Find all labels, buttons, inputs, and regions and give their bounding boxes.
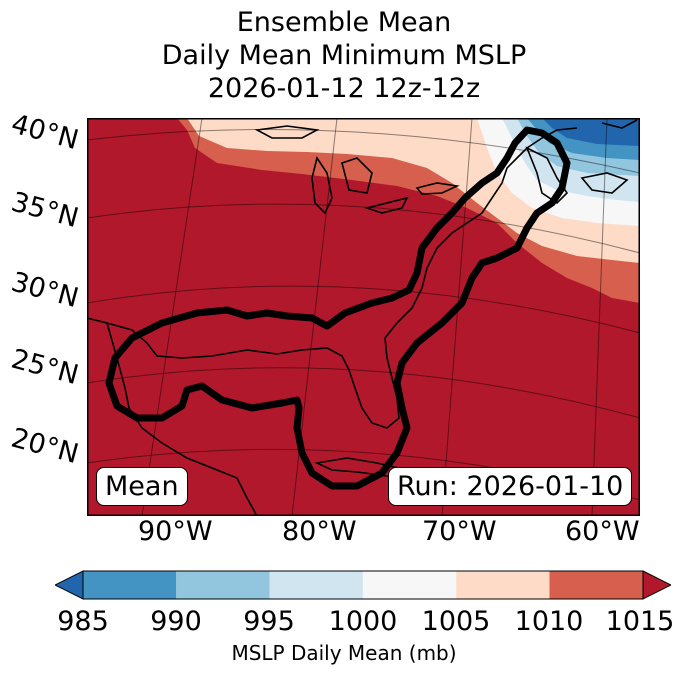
colorbar-swatch-985 xyxy=(83,571,177,599)
title-line-1: Ensemble Mean xyxy=(236,7,452,38)
colorbar xyxy=(55,570,671,600)
colorbar-swatch-1000 xyxy=(362,571,457,599)
lat-label-40: 40°N xyxy=(7,108,82,157)
lon-label-80: 80°W xyxy=(282,516,357,547)
colorbar-label: MSLP Daily Mean (mb) xyxy=(231,641,457,665)
pressure-contour xyxy=(105,126,571,490)
colorbar-tick-1015: 1015 xyxy=(605,606,675,637)
pressure-map xyxy=(87,118,640,516)
colorbar-tick-990: 990 xyxy=(150,606,202,637)
lat-label-25: 25°N xyxy=(7,343,82,392)
colorbar-tick-985: 985 xyxy=(57,606,109,637)
pressure-band-low xyxy=(542,118,640,146)
lat-label-35: 35°N xyxy=(7,186,82,235)
title-line-2: Daily Mean Minimum MSLP xyxy=(161,40,527,71)
lon-label-90: 90°W xyxy=(138,516,213,547)
colorbar-tick-1000: 1000 xyxy=(328,606,398,637)
colorbar-extend-high xyxy=(642,570,671,600)
lon-label-70: 70°W xyxy=(422,516,497,547)
lon-label-60: 60°W xyxy=(565,516,640,547)
colorbar-swatch-995 xyxy=(269,571,363,599)
lat-label-20: 20°N xyxy=(7,422,82,471)
colorbar-swatch-990 xyxy=(176,571,270,599)
colorbar-tick-995: 995 xyxy=(243,606,295,637)
colorbar-tick-1010: 1010 xyxy=(514,606,584,637)
mean-label: Mean xyxy=(96,467,188,506)
run-label: Run: 2026-01-10 xyxy=(388,467,633,506)
colorbar-swatch-1010 xyxy=(549,571,643,599)
colorbar-extend-low xyxy=(55,570,84,600)
colorbar-swatch-1005 xyxy=(456,571,550,599)
lat-label-30: 30°N xyxy=(7,266,82,315)
colorbar-tick-1005: 1005 xyxy=(421,606,491,637)
title-line-3: 2026-01-12 12z-12z xyxy=(207,73,481,104)
